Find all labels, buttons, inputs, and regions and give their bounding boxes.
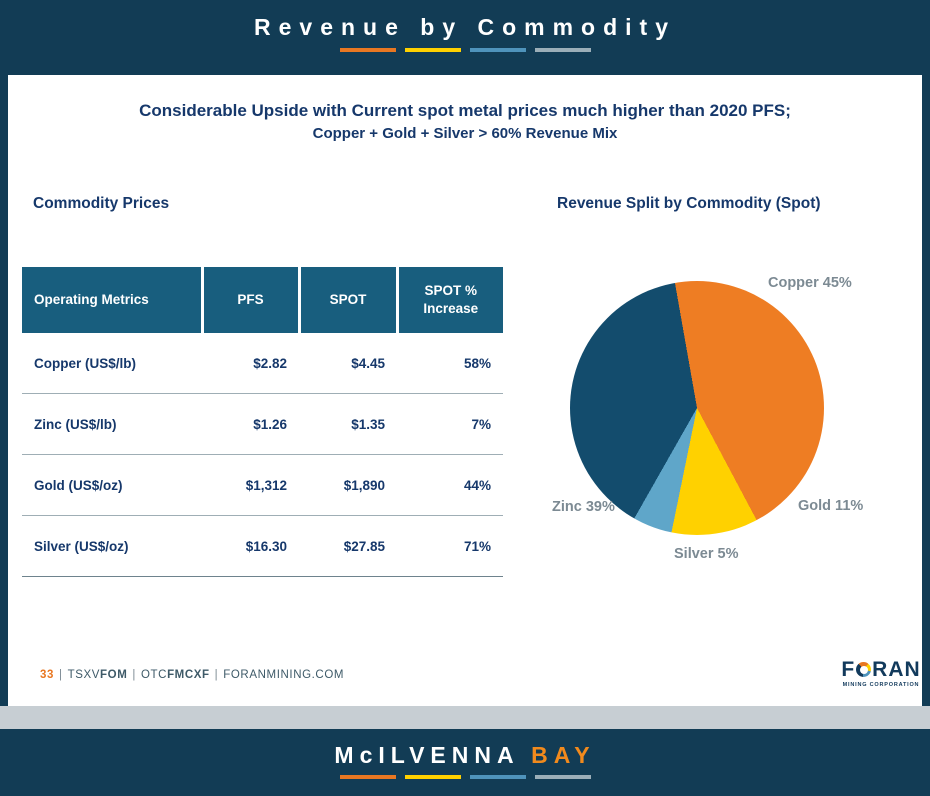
accent-bar-yellow [404,48,461,52]
logo-subtext: MINING CORPORATION [842,682,920,688]
col-header-pfs: PFS [200,267,299,333]
content-panel: Considerable Upside with Current spot me… [8,75,922,706]
pie-label-gold: Gold 11% [798,498,864,514]
separator: | [214,669,219,681]
pfs-cell: $1,312 [202,454,299,516]
logo-text-prefix: F [841,658,856,681]
slide-title: Revenue by Commodity [254,14,676,40]
metric-cell: Copper (US$/lb) [22,333,202,394]
table-row: Zinc (US$/lb) $1.26 $1.35 7% [22,393,503,455]
increase-cell: 58% [397,333,503,394]
spot-cell: $27.85 [299,515,397,577]
bottom-banner: McILVENNA BAY [0,729,930,796]
pie-chart [570,281,824,535]
increase-cell: 71% [397,515,503,577]
metric-cell: Zinc (US$/lb) [22,393,202,455]
separator: | [132,669,136,681]
slide-subtitle: Considerable Upside with Current spot me… [8,101,922,142]
banner-underline-bars [0,775,930,779]
metric-cell: Gold (US$/oz) [22,454,202,516]
project-title-accent: BAY [531,742,596,768]
page-number: 33 [40,669,54,681]
accent-bar-orange [339,48,396,52]
accent-bar-gray [534,48,591,52]
pie-label-zinc: Zinc 39% [552,499,615,515]
website-link[interactable]: FORANMINING.COM [223,669,345,681]
pie-label-copper: Copper 45% [768,275,852,291]
accent-bar-blue [469,48,526,52]
pfs-cell: $2.82 [202,333,299,394]
accent-bar-yellow [404,775,461,779]
increase-cell: 44% [397,454,503,516]
top-banner: Revenue by Commodity [0,0,930,75]
project-title-main: McILVENNA [334,742,519,768]
table-row: Copper (US$/lb) $2.82 $4.45 58% [22,333,503,394]
logo-ring-icon [856,662,872,677]
separator: | [59,669,63,681]
col-header-spot-increase: SPOT % Increase [395,267,503,333]
subtitle-line-2: Copper + Gold + Silver > 60% Revenue Mix [312,125,618,142]
accent-bar-blue [469,775,526,779]
pie-label-silver: Silver 5% [674,546,739,562]
gray-divider-strip [0,706,930,729]
col-header-spot: SPOT [297,267,397,333]
table-header-row: Operating Metrics PFS SPOT SPOT % Increa… [22,267,503,333]
increase-cell: 7% [397,393,503,455]
accent-bar-orange [339,775,396,779]
foran-logo-wordmark: F RAN [839,659,923,680]
foran-logo: F RAN MINING CORPORATION [839,659,923,688]
logo-text-suffix: RAN [872,658,921,681]
col-header-operating-metrics: Operating Metrics [22,267,202,333]
subtitle-line-1: Considerable Upside with Current spot me… [139,101,791,120]
ticker2-symbol: FMCXF [167,669,210,681]
spot-cell: $1.35 [299,393,397,455]
spot-cell: $1,890 [299,454,397,516]
ticker1-prefix: TSXV [67,669,101,681]
ticker2-prefix: OTC [140,669,168,681]
commodity-prices-heading: Commodity Prices [33,195,170,212]
footer-tickers: 33 | TSXVFOM | OTCFMCXF | FORANMINING.COM [40,669,344,681]
revenue-split-heading: Revenue Split by Commodity (Spot) [557,195,821,212]
pfs-cell: $1.26 [202,393,299,455]
ticker1-symbol: FOM [100,669,128,681]
metric-cell: Silver (US$/oz) [22,515,202,577]
title-underline-bars [0,48,930,52]
table-row: Gold (US$/oz) $1,312 $1,890 44% [22,454,503,516]
commodity-prices-table: Operating Metrics PFS SPOT SPOT % Increa… [22,267,503,577]
accent-bar-gray [534,775,591,779]
project-title: McILVENNA BAY [0,729,930,769]
spot-cell: $4.45 [299,333,397,394]
pfs-cell: $16.30 [202,515,299,577]
table-row: Silver (US$/oz) $16.30 $27.85 71% [22,515,503,577]
